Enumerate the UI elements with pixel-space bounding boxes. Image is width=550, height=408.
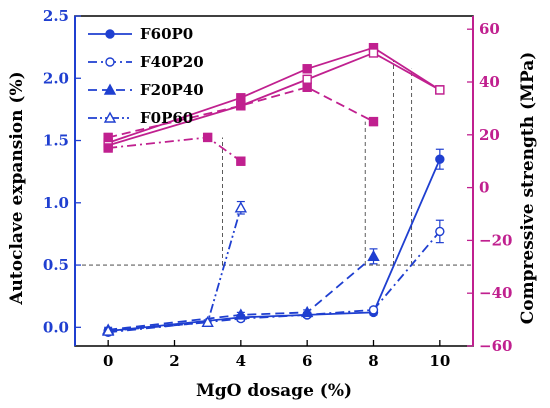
y-left-tick-label: 2.5	[43, 7, 69, 25]
y-left-tick-label: 0.5	[43, 256, 69, 274]
axes: 0 2 4 6 8 10 0.0 0.5 1.0 1.5 2.0 2.5 −60 −40 −20 0 20 40 6…	[43, 7, 513, 370]
x-tick-label: 6	[302, 352, 312, 370]
strength-line	[107, 86, 374, 139]
y-left-tick-label: 1.5	[43, 132, 69, 150]
y-left-axis-title: Autoclave expansion (%)	[7, 71, 27, 305]
strength-point	[302, 82, 312, 92]
expansion-line	[108, 207, 242, 332]
expansion-series	[103, 219, 445, 338]
strength-series	[103, 82, 379, 143]
y-left-tick-label: 2.0	[43, 69, 69, 87]
x-tick-label: 8	[368, 352, 378, 370]
x-tick-label: 2	[169, 352, 179, 370]
guide-lines	[75, 60, 473, 266]
expansion-point	[435, 154, 445, 164]
y-right-tick-label: 40	[479, 73, 500, 91]
expansion-series	[103, 148, 445, 336]
series-layer	[101, 42, 445, 338]
x-tick-label: 10	[429, 352, 450, 370]
plot-frame	[74, 15, 474, 347]
x-tick-label: 0	[103, 352, 113, 370]
expansion-point	[234, 308, 248, 320]
y-right-tick-label: −20	[479, 231, 512, 249]
legend-label: F20P40	[140, 81, 204, 99]
strength-line	[108, 136, 242, 162]
strength-series	[103, 132, 246, 166]
expansion-series	[101, 200, 248, 336]
strength-point	[435, 85, 445, 95]
y-right-tick-label: −60	[479, 337, 512, 355]
expansion-point	[101, 324, 115, 336]
strength-point	[368, 48, 379, 58]
expansion-point	[367, 249, 380, 262]
expansion-line	[108, 230, 441, 334]
legend-label: F60P0	[140, 25, 193, 43]
y-right-tick-label: 0	[479, 179, 489, 197]
strength-point	[103, 132, 113, 143]
strength-point	[236, 101, 246, 111]
legend-marker	[105, 57, 115, 67]
strength-point	[103, 143, 113, 153]
y-right-tick-label: 60	[479, 20, 500, 38]
expansion-point	[201, 315, 214, 328]
strength-point	[202, 132, 213, 143]
strength-point	[236, 93, 246, 103]
legend-marker	[105, 29, 115, 39]
legend-marker	[103, 83, 117, 95]
strength-point	[368, 116, 379, 127]
y-left-tick-label: 0.0	[43, 318, 69, 336]
expansion-line	[108, 158, 441, 332]
expansion-point	[368, 305, 379, 315]
strength-point	[302, 64, 312, 74]
strength-point	[236, 156, 246, 166]
legend-label: F40P20	[140, 53, 204, 71]
expansion-point	[234, 201, 248, 213]
strength-point	[302, 74, 312, 85]
legend: F60P0 F40P20 F20P40 F0P60	[88, 25, 204, 127]
x-axis-title: MgO dosage (%)	[196, 381, 352, 401]
expansion-line	[108, 255, 375, 331]
y-right-tick-label: −40	[479, 284, 512, 302]
y-left-tick-label: 1.0	[43, 194, 69, 212]
legend-marker	[103, 111, 117, 123]
expansion-point	[435, 226, 445, 237]
y-right-tick-label: 20	[479, 126, 500, 144]
legend-label: F0P60	[140, 109, 193, 127]
y-right-axis-title: Compressive strength (MPa)	[518, 52, 538, 325]
expansion-point	[300, 305, 314, 318]
x-tick-label: 4	[236, 352, 246, 370]
